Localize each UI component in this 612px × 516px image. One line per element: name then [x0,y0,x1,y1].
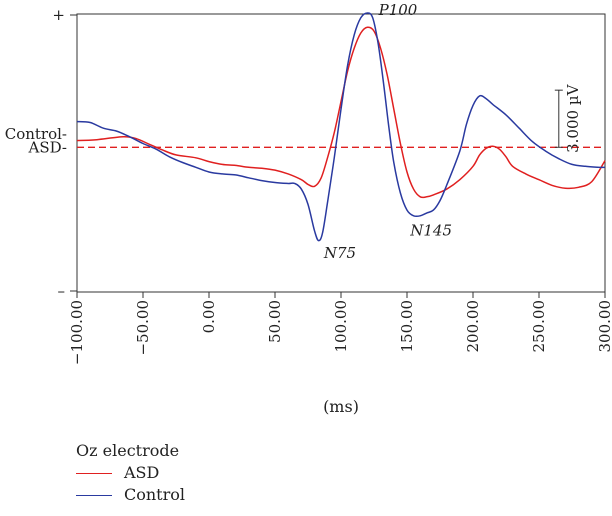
peak-label-n145: N145 [409,221,452,239]
x-tick-label-4: 100.00 [332,300,350,353]
series-line-asd [76,26,606,199]
legend-label-control: Control [124,485,186,504]
legend-swatch-asd [76,472,112,474]
x-tick-label-2: 0.00 [200,300,218,333]
scale-bar-label: 3.000 µV [564,83,582,152]
baseline-label-1: ASD- [28,138,67,156]
legend-item-control: Control [76,484,185,506]
x-axis-label: (ms) [323,397,359,416]
series-layer [76,12,606,242]
peak-label-n75: N75 [323,244,356,262]
legend-label-asd: ASD [124,463,160,482]
legend-item-asd: ASD [76,462,185,484]
text-layer: + – Control-ASD- −100.00 −50.00 0.00 50.00 100.… [5,1,612,416]
peak-label-p100: P100 [378,1,418,19]
x-tick-label-6: 200.00 [464,300,482,353]
x-tick-label-3: 50.00 [266,300,284,343]
erp-chart: + – Control-ASD- −100.00 −50.00 0.00 50.00 100.… [5,1,612,416]
legend-title: Oz electrode [76,441,180,460]
plot-area [70,13,606,298]
y-bottom-label: – [58,282,66,300]
x-tick-label-7: 250.00 [530,300,548,353]
x-tick-label-8: 300.00 [596,300,612,353]
baseline-label-0: Control- [5,125,67,143]
legend: Oz electrode ASD Control [76,440,185,506]
x-tick-label-5: 150.00 [398,300,416,353]
legend-swatch-control [76,494,112,496]
y-top-label: + [52,6,65,24]
x-tick-label-0: −100.00 [68,300,86,365]
x-tick-label-1: −50.00 [134,300,152,356]
series-line-control [76,12,606,242]
